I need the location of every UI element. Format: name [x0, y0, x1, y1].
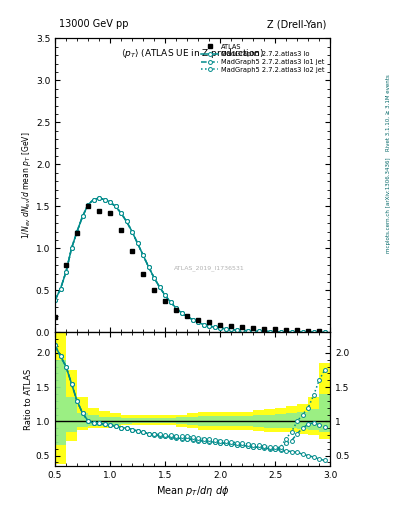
Y-axis label: Ratio to ATLAS: Ratio to ATLAS: [24, 369, 33, 430]
Legend: ATLAS, MadGraph5 2.7.2.atlas3 lo, MadGraph5 2.7.2.atlas3 lo1 jet, MadGraph5 2.7.: ATLAS, MadGraph5 2.7.2.atlas3 lo, MadGra…: [199, 42, 327, 75]
Text: 13000 GeV pp: 13000 GeV pp: [59, 19, 129, 29]
Text: Z (Drell-Yan): Z (Drell-Yan): [267, 19, 326, 29]
Text: $\langle p_T \rangle$ (ATLAS UE in Z production): $\langle p_T \rangle$ (ATLAS UE in Z pro…: [121, 47, 264, 60]
Y-axis label: $1/N_{ev}\ dN_{ev}/d\ \mathrm{mean}\ p_T\ [\mathrm{GeV}]$: $1/N_{ev}\ dN_{ev}/d\ \mathrm{mean}\ p_T…: [20, 132, 33, 239]
Text: ATLAS_2019_I1736531: ATLAS_2019_I1736531: [174, 265, 244, 270]
Text: Rivet 3.1.10, ≥ 3.1M events: Rivet 3.1.10, ≥ 3.1M events: [386, 74, 391, 151]
X-axis label: Mean $p_T/d\eta\ d\phi$: Mean $p_T/d\eta\ d\phi$: [156, 484, 229, 498]
Text: mcplots.cern.ch [arXiv:1306.3436]: mcplots.cern.ch [arXiv:1306.3436]: [386, 157, 391, 252]
